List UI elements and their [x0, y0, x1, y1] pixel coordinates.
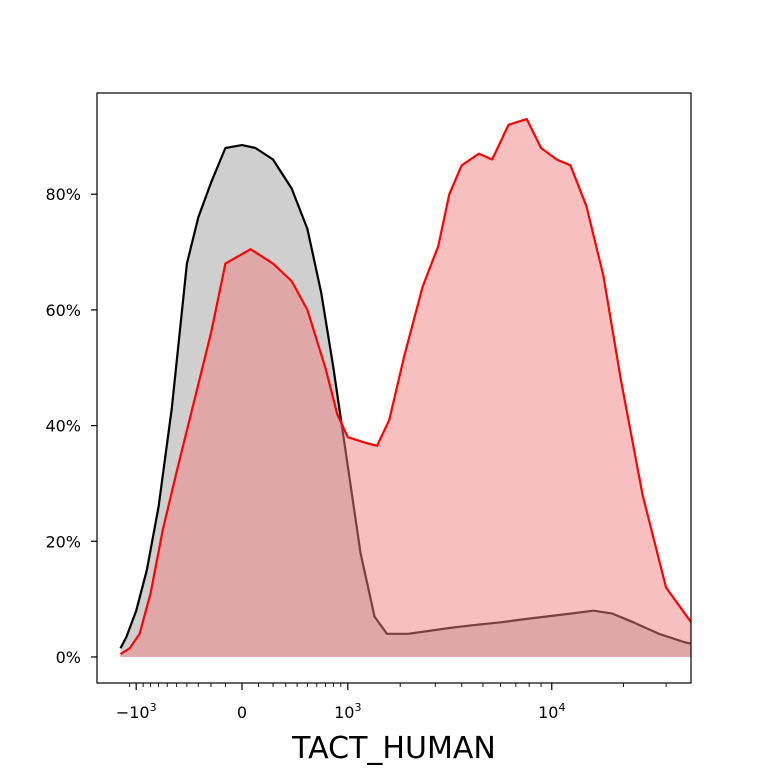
y-tick-label-0: 0% [56, 648, 81, 667]
y-tick-label-4: 80% [45, 185, 81, 204]
x-axis-label: TACT_HUMAN [291, 731, 496, 766]
axes-frame [96, 92, 692, 684]
series-1-line [119, 117, 691, 656]
series-layer [119, 117, 691, 657]
x-tick-label-0: −103 [116, 701, 157, 722]
y-axis: 0% 20% 40% 60% 80% [45, 185, 97, 667]
y-tick-label-3: 60% [45, 301, 81, 320]
series-1-area [120, 119, 691, 657]
y-tick-label-2: 40% [45, 417, 81, 436]
x-tick-label-1: 0 [237, 703, 247, 722]
x-axis: −1030103104105 [116, 683, 667, 722]
x-tick-label-2: 103 [334, 701, 361, 722]
x-tick-label-3: 104 [538, 701, 565, 722]
y-tick-label-1: 20% [45, 532, 81, 551]
